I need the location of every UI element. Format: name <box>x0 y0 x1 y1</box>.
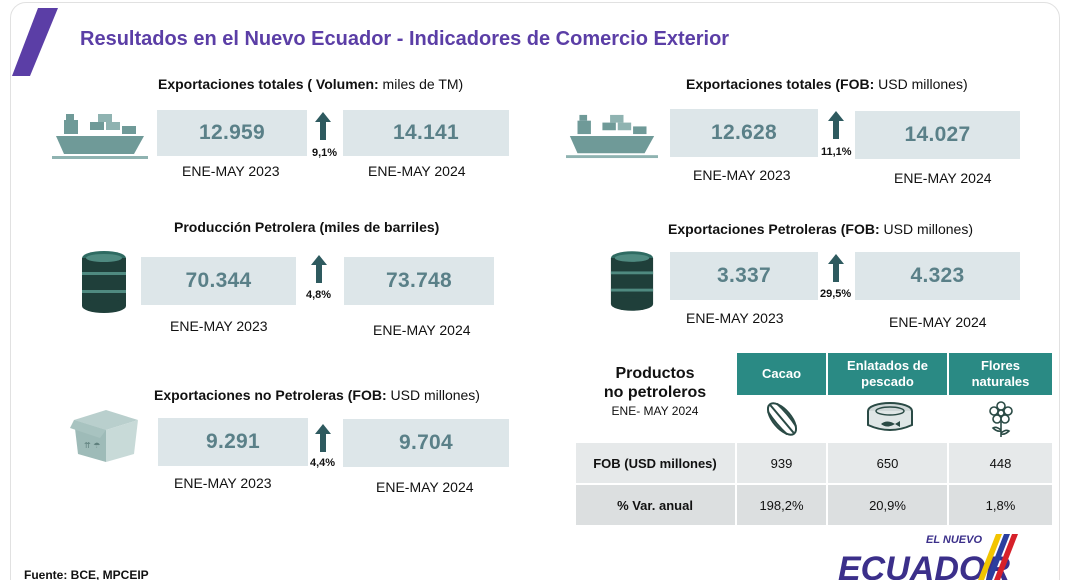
flower-icon <box>989 401 1013 437</box>
export-volume-2023-value: 12.959 <box>157 110 307 156</box>
page-title: Resultados en el Nuevo Ecuador - Indicad… <box>80 28 730 50</box>
oil-production-2023-period: ENE-MAY 2023 <box>170 318 268 334</box>
oil-exports-2024-value: 4.323 <box>855 252 1020 300</box>
oil-production-title: Producción Petrolera (miles de barriles) <box>174 219 440 235</box>
row-label-fob: FOB (USD millones) <box>593 455 717 471</box>
export-fob-2024-value: 14.027 <box>855 111 1020 159</box>
el-nuevo-ecuador-logo: EL NUEVO ECUADOR <box>838 534 1018 580</box>
non-oil-exports-2023-period: ENE-MAY 2023 <box>174 475 272 491</box>
oil-production-2023-value: 70.344 <box>141 257 296 305</box>
arrow-up-icon <box>315 112 331 140</box>
export-volume-2023-period: ENE-MAY 2023 <box>182 163 280 179</box>
oil-barrel-icon <box>610 251 654 311</box>
cacao-fob-value: 939 <box>770 455 793 471</box>
column-header-flowers: Flores naturales <box>949 353 1052 395</box>
cacao-change-value: 198,2% <box>759 497 804 513</box>
products-period: ENE- MAY 2024 <box>611 404 699 418</box>
export-volume-title: Exportaciones totales ( Volumen: miles d… <box>158 76 464 92</box>
column-header-cacao: Cacao <box>737 353 826 395</box>
arrow-up-icon <box>311 255 327 283</box>
oil-exports-2023-period: ENE-MAY 2023 <box>686 310 784 326</box>
arrow-up-icon <box>315 424 331 452</box>
cargo-ship-icon <box>566 114 658 159</box>
fish-can-icon <box>867 402 913 431</box>
non-oil-exports-2024-period: ENE-MAY 2024 <box>376 479 474 495</box>
table-divider <box>826 443 828 525</box>
canned-fish-fob-value: 650 <box>876 455 899 471</box>
oil-exports-2024-period: ENE-MAY 2024 <box>889 314 987 330</box>
canned-fish-change-value: 20,9% <box>869 497 906 513</box>
non-oil-exports-2024-value: 9.704 <box>343 419 509 467</box>
flowers-fob-value: 448 <box>989 455 1012 471</box>
export-fob-change: 11,1% <box>821 146 852 158</box>
arrow-up-icon <box>828 111 844 139</box>
export-fob-2024-period: ENE-MAY 2024 <box>894 170 992 186</box>
oil-production-2024-value: 73.748 <box>344 257 494 305</box>
oil-exports-title: Exportaciones Petroleras (FOB: USD millo… <box>668 221 973 237</box>
non-oil-exports-2023-value: 9.291 <box>158 418 308 466</box>
export-fob-2023-period: ENE-MAY 2023 <box>693 167 791 183</box>
source-note: Fuente: BCE, MPCEIP <box>24 568 149 580</box>
flowers-change-value: 1,8% <box>985 497 1016 513</box>
export-volume-2024-value: 14.141 <box>343 110 509 156</box>
table-row: % Var. anual 198,2% 20,9% 1,8% <box>576 485 1052 525</box>
cardboard-box-icon: ⇈ ☂ <box>70 410 138 462</box>
oil-production-change: 4,8% <box>306 289 332 301</box>
arrow-up-icon <box>828 254 844 282</box>
cacao-pod-icon <box>766 402 798 436</box>
oil-production-2024-period: ENE-MAY 2024 <box>373 322 471 338</box>
svg-text:⇈ ☂: ⇈ ☂ <box>84 441 100 450</box>
cargo-ship-icon <box>52 114 148 159</box>
products-title: Productos no petroleros <box>603 365 707 401</box>
export-volume-2024-period: ENE-MAY 2024 <box>368 163 466 179</box>
oil-exports-2023-value: 3.337 <box>670 252 818 300</box>
non-oil-exports-title: Exportaciones no Petroleras (FOB: USD mi… <box>154 387 480 403</box>
oil-barrel-icon <box>82 251 126 313</box>
non-oil-exports-change: 4,4% <box>310 457 336 469</box>
column-header-canned-fish: Enlatados de pescado <box>828 353 947 395</box>
row-label-annual-change: % Var. anual <box>617 497 693 513</box>
table-row: FOB (USD millones) 939 650 448 <box>576 443 1052 483</box>
oil-exports-change: 29,5% <box>820 288 852 300</box>
export-fob-title: Exportaciones totales (FOB: USD millones… <box>686 76 968 92</box>
table-divider <box>947 443 949 525</box>
svg-text:EL NUEVO: EL NUEVO <box>926 534 982 546</box>
brand-slash-icon <box>12 8 58 76</box>
table-divider <box>735 443 737 525</box>
export-fob-2023-value: 12.628 <box>670 109 818 157</box>
export-volume-change: 9,1% <box>312 147 338 159</box>
